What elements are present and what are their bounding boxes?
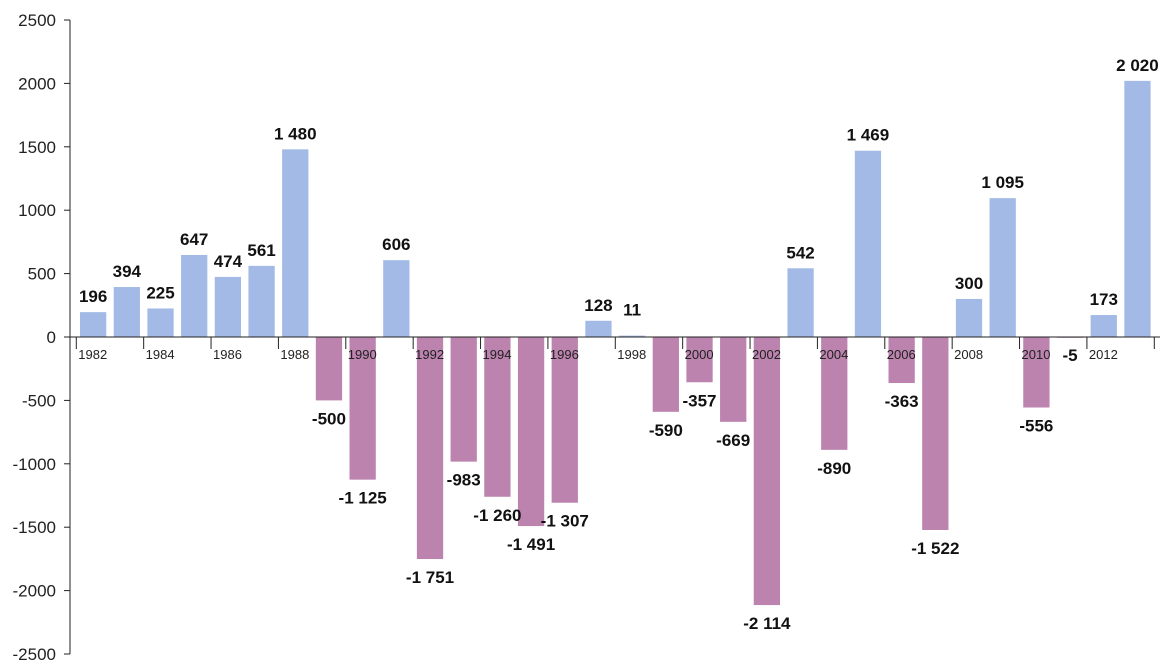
bars	[80, 80, 1151, 606]
x-tick-label: 1992	[415, 347, 444, 362]
bar-2012	[1090, 315, 1117, 337]
bar-2008	[955, 298, 983, 337]
bar-1993	[450, 337, 477, 462]
y-tick-label: 0	[47, 328, 56, 347]
bar-2004	[821, 337, 848, 450]
x-tick-label: 1982	[78, 347, 107, 362]
bar-1987	[248, 265, 275, 337]
data-label: -1 125	[339, 489, 387, 508]
x-tick-label: 1986	[213, 347, 242, 362]
bar-2006	[888, 337, 915, 384]
bar-1983	[113, 287, 140, 337]
bar-2003	[787, 268, 814, 337]
bar-2009	[989, 198, 1016, 337]
bar-2013	[1124, 80, 1151, 338]
data-label: 647	[180, 230, 208, 249]
bar-1989	[315, 337, 343, 401]
bar-1986	[214, 276, 242, 337]
data-label: 606	[382, 235, 410, 254]
y-tick-label: -500	[22, 391, 56, 410]
bar-1982	[80, 312, 107, 337]
data-label: -1 522	[911, 539, 959, 558]
y-axis: 2500 2000 1500 1000 500 0 -500 -1000 -1500 -2000 -…	[13, 11, 71, 664]
data-label: 2 020	[1116, 56, 1159, 75]
data-label: -890	[817, 459, 851, 478]
data-label: -500	[312, 409, 346, 428]
y-tick-label: -2500	[13, 645, 56, 664]
data-label: -363	[885, 392, 919, 411]
y-tick-label: 2000	[18, 74, 56, 93]
data-label: -1 751	[406, 568, 454, 587]
bar-1990	[349, 337, 376, 480]
bar-1992	[416, 337, 444, 560]
x-tick-label: 2002	[752, 347, 781, 362]
bar-1988	[282, 149, 309, 337]
data-label: 542	[786, 243, 814, 262]
bar-1984	[147, 308, 174, 337]
x-axis: 1982 1984 1986 1988 1990 1992 1994 1996 1998 2000…	[70, 336, 1160, 362]
x-tick-label: 2004	[819, 347, 848, 362]
data-label: 173	[1090, 290, 1118, 309]
data-label: 11	[623, 301, 641, 320]
x-tick-label: 2006	[887, 347, 916, 362]
bar-1991	[383, 260, 410, 337]
bar-2002	[753, 337, 781, 606]
data-label: -2 114	[743, 614, 791, 633]
bar-2007	[922, 337, 949, 530]
x-tick-label: 2010	[1022, 347, 1051, 362]
y-tick-label: 2500	[18, 11, 56, 30]
data-label: 196	[79, 287, 107, 306]
data-label: 1 469	[847, 126, 890, 145]
bar-1994	[484, 337, 511, 497]
x-tick-label: 2000	[685, 347, 714, 362]
bar-2000	[686, 337, 713, 383]
data-label: 1 480	[274, 124, 317, 143]
data-label: 300	[955, 274, 983, 293]
data-label: -5	[1063, 346, 1078, 365]
data-label: 394	[113, 262, 142, 281]
bar-1997	[585, 320, 612, 337]
data-label: 474	[214, 252, 243, 271]
data-label: -669	[716, 431, 750, 450]
x-tick-label: 2012	[1089, 347, 1118, 362]
bar-1995	[517, 337, 545, 527]
data-label: -590	[649, 421, 683, 440]
x-tick-label: 1996	[550, 347, 579, 362]
bar-2010	[1023, 337, 1050, 408]
y-tick-label: -1500	[13, 518, 56, 537]
bar-1999	[652, 337, 679, 412]
y-tick-label: -1000	[13, 455, 56, 474]
bar-1985	[181, 254, 208, 337]
y-tick-label: 1500	[18, 138, 56, 157]
bar-2005	[854, 150, 882, 337]
y-tick-label: -2000	[13, 582, 56, 601]
x-tick-label: 1994	[483, 347, 512, 362]
data-label: 225	[146, 283, 174, 302]
bar-1998	[619, 335, 646, 337]
y-tick-label: 1000	[18, 201, 56, 220]
bar-2001	[720, 337, 747, 422]
data-label: 1 095	[981, 173, 1024, 192]
bar-1996	[551, 337, 578, 503]
x-tick-label: 1984	[146, 347, 175, 362]
data-label: -1 307	[541, 512, 589, 531]
y-tick-label: 500	[28, 265, 56, 284]
data-label: -983	[447, 471, 481, 490]
data-label: -1 491	[507, 535, 555, 554]
data-label: 128	[584, 296, 612, 315]
data-label: -1 260	[473, 506, 521, 525]
data-label: -556	[1019, 417, 1053, 436]
x-tick-label: 1988	[280, 347, 309, 362]
x-tick-label: 1990	[348, 347, 377, 362]
x-tick-label: 2008	[954, 347, 983, 362]
data-label: 561	[247, 241, 275, 260]
data-label: -357	[682, 391, 716, 410]
x-tick-label: 1998	[617, 347, 646, 362]
